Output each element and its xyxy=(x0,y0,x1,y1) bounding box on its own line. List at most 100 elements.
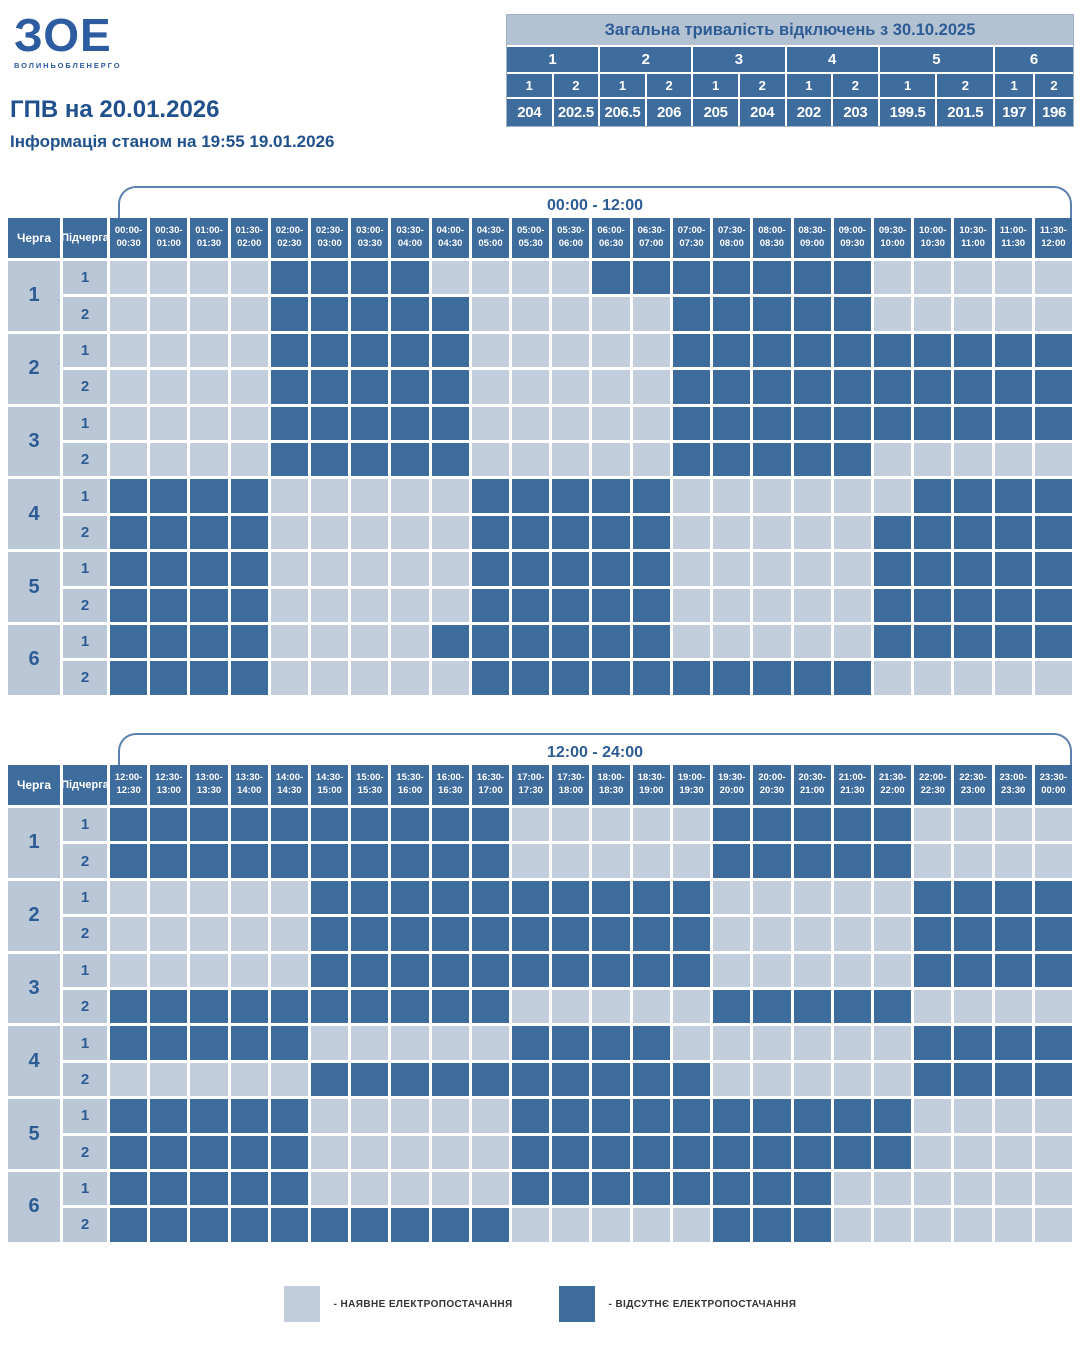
slot-cell-power xyxy=(190,880,228,915)
slot-cell-power xyxy=(150,1062,188,1097)
slot-cell-power xyxy=(672,624,711,659)
subqueue-label: 2 xyxy=(63,370,107,404)
slot-cell-outage xyxy=(914,479,952,513)
slot-cell-power xyxy=(512,844,550,878)
slot-cell-outage xyxy=(753,370,791,404)
slot-cell-outage xyxy=(391,844,429,878)
slot-cell-outage xyxy=(431,370,469,404)
slot-cell-power xyxy=(954,297,992,331)
slot-cell-outage xyxy=(713,370,751,404)
slot-cell-power xyxy=(793,880,831,915)
slot-cell-power xyxy=(713,552,751,586)
slot-cell-power xyxy=(391,588,429,622)
slot-cell-outage xyxy=(512,1062,550,1097)
time-slot-header: 20:00- 20:30 xyxy=(753,765,791,805)
slot-cell-power xyxy=(753,917,791,951)
slot-cell-power xyxy=(150,370,188,404)
slot-cell-outage xyxy=(230,479,268,513)
slot-cell-power xyxy=(230,917,268,951)
slot-cell-power xyxy=(512,261,550,295)
slot-cell-outage xyxy=(552,1171,590,1206)
logo-mark: ЗОЕ xyxy=(14,9,121,61)
slot-cell-outage xyxy=(753,1099,791,1133)
slot-cell-power xyxy=(592,844,630,878)
slot-cell-outage xyxy=(672,661,711,695)
slot-cell-outage xyxy=(632,880,670,915)
slot-cell-outage xyxy=(873,552,912,586)
time-slot-header: 18:30- 19:00 xyxy=(632,765,670,805)
slot-cell-outage xyxy=(552,515,590,550)
slot-cell-power xyxy=(311,1099,349,1133)
subqueue-column-header: Підчерга xyxy=(61,765,109,805)
slot-cell-power xyxy=(592,442,630,477)
slot-cell-power xyxy=(632,297,670,331)
legend-label-absent: - ВІДСУТНЄ ЕЛЕКТРОПОСТАЧАННЯ xyxy=(608,1298,797,1310)
time-slot-header: 23:00- 23:30 xyxy=(994,765,1032,805)
slot-cell-power xyxy=(1034,261,1072,295)
slot-cell-outage xyxy=(190,624,228,659)
slot-cell-power xyxy=(994,261,1032,295)
slot-cell-power xyxy=(793,479,831,513)
slot-cell-outage xyxy=(552,661,590,695)
slot-cell-outage xyxy=(391,1062,429,1097)
legend-swatch-absent xyxy=(558,1286,595,1322)
totals-subqueue-header: 2 xyxy=(937,74,994,97)
slot-cell-outage xyxy=(110,624,148,659)
slot-cell-outage xyxy=(110,1135,148,1169)
slot-cell-outage xyxy=(552,588,590,622)
slot-cell-power xyxy=(994,661,1032,695)
slot-cell-power xyxy=(1034,808,1072,842)
slot-cell-power xyxy=(351,1171,389,1206)
queue-column-header: Черга xyxy=(8,218,60,258)
slot-cell-power xyxy=(954,1171,992,1206)
logo-text: ЗОЕ xyxy=(14,9,112,61)
slot-cell-outage xyxy=(753,333,791,368)
slot-cell-power xyxy=(672,844,711,878)
slot-cell-outage xyxy=(311,261,349,295)
page-subtitle: Інформація станом на 19:55 19.01.2026 xyxy=(10,132,335,151)
slot-cell-power xyxy=(230,261,268,295)
subqueue-label: 1 xyxy=(63,552,107,586)
slot-cell-power xyxy=(954,1099,992,1133)
slot-cell-power xyxy=(592,333,630,368)
slot-cell-outage xyxy=(954,406,992,440)
time-slot-header: 21:00- 21:30 xyxy=(833,765,871,805)
slot-cell-outage xyxy=(512,1171,550,1206)
slot-cell-outage xyxy=(230,1208,268,1242)
slot-cell-outage xyxy=(592,917,630,951)
slot-cell-outage xyxy=(431,406,469,440)
slot-cell-outage xyxy=(110,989,148,1024)
slot-cell-power xyxy=(190,917,228,951)
slot-cell-outage xyxy=(190,989,228,1024)
subqueue-label: 2 xyxy=(63,1208,107,1242)
slot-cell-power xyxy=(110,953,148,987)
slot-cell-power xyxy=(592,989,630,1024)
slot-cell-outage xyxy=(150,479,188,513)
slot-cell-power xyxy=(110,1062,148,1097)
slot-cell-outage xyxy=(793,1171,831,1206)
slot-cell-outage xyxy=(793,1135,831,1169)
slot-cell-outage xyxy=(110,844,148,878)
slot-cell-power xyxy=(512,808,550,842)
time-slot-header: 12:00- 12:30 xyxy=(110,765,148,805)
slot-cell-outage xyxy=(994,953,1032,987)
slot-cell-power xyxy=(833,1062,871,1097)
slot-cell-power xyxy=(632,844,670,878)
slot-cell-power xyxy=(471,1135,510,1169)
slot-cell-outage xyxy=(1034,917,1072,951)
slot-cell-power xyxy=(431,552,469,586)
slot-cell-power xyxy=(190,297,228,331)
slot-cell-power xyxy=(1034,661,1072,695)
slot-cell-power xyxy=(833,552,871,586)
slot-cell-outage xyxy=(713,261,751,295)
slot-cell-power xyxy=(190,953,228,987)
totals-subqueue-header: 2 xyxy=(739,74,785,97)
slot-cell-power xyxy=(632,406,670,440)
slot-cell-power xyxy=(672,552,711,586)
totals-subqueue-header: 1 xyxy=(995,74,1034,97)
slot-cell-outage xyxy=(753,1135,791,1169)
slot-cell-outage xyxy=(994,406,1032,440)
slot-cell-outage xyxy=(672,1099,711,1133)
logo-subtext: ВОЛИНЬОБЛЕНЕРГО xyxy=(14,60,122,70)
